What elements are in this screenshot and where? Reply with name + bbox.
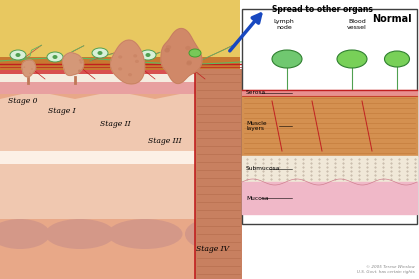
Text: Stage I: Stage I — [48, 107, 75, 115]
Text: Serosa: Serosa — [246, 90, 266, 95]
Polygon shape — [0, 151, 230, 164]
Ellipse shape — [185, 219, 235, 249]
Polygon shape — [195, 69, 242, 279]
Ellipse shape — [135, 60, 139, 63]
Polygon shape — [0, 91, 230, 219]
Ellipse shape — [140, 50, 156, 60]
Ellipse shape — [78, 70, 81, 72]
Ellipse shape — [29, 73, 31, 74]
Text: Muscle
layers: Muscle layers — [246, 121, 266, 131]
Text: Submucosa: Submucosa — [246, 167, 280, 172]
Text: Normal: Normal — [372, 14, 412, 24]
Polygon shape — [0, 57, 240, 71]
Ellipse shape — [31, 68, 33, 70]
Ellipse shape — [98, 51, 103, 55]
Ellipse shape — [92, 48, 108, 58]
Ellipse shape — [108, 219, 183, 249]
Text: Stage IV: Stage IV — [196, 245, 229, 253]
Ellipse shape — [78, 69, 81, 72]
Ellipse shape — [337, 50, 367, 68]
Polygon shape — [242, 9, 417, 224]
Polygon shape — [22, 60, 36, 77]
Ellipse shape — [16, 53, 21, 57]
Polygon shape — [0, 82, 240, 94]
Ellipse shape — [185, 46, 191, 50]
Polygon shape — [111, 40, 145, 84]
Ellipse shape — [186, 55, 191, 59]
Ellipse shape — [145, 53, 150, 57]
Ellipse shape — [164, 48, 170, 52]
Ellipse shape — [189, 49, 201, 57]
Ellipse shape — [23, 66, 25, 68]
Polygon shape — [0, 87, 240, 279]
Text: Stage II: Stage II — [100, 120, 131, 128]
Polygon shape — [161, 28, 202, 83]
Text: Stage III: Stage III — [148, 137, 181, 145]
Polygon shape — [62, 53, 84, 75]
Ellipse shape — [186, 61, 191, 66]
Ellipse shape — [47, 52, 63, 62]
Ellipse shape — [80, 61, 83, 64]
Text: Lymph
node: Lymph node — [274, 19, 295, 30]
Ellipse shape — [128, 73, 132, 76]
Ellipse shape — [186, 60, 192, 64]
Ellipse shape — [133, 54, 137, 57]
Ellipse shape — [166, 45, 171, 49]
Ellipse shape — [180, 52, 196, 62]
Text: Blood
vessel: Blood vessel — [347, 19, 367, 30]
Text: Mucosa: Mucosa — [246, 196, 269, 201]
Ellipse shape — [118, 55, 122, 59]
Ellipse shape — [164, 48, 170, 52]
Text: Spread to other organs: Spread to other organs — [272, 4, 373, 13]
Ellipse shape — [118, 67, 122, 71]
Ellipse shape — [79, 59, 82, 61]
Ellipse shape — [385, 51, 409, 67]
Ellipse shape — [52, 55, 57, 59]
Text: © 2005 Terese Winslow
U.S. Govt. has certain rights: © 2005 Terese Winslow U.S. Govt. has cer… — [357, 265, 415, 274]
Ellipse shape — [272, 50, 302, 68]
Polygon shape — [0, 74, 240, 83]
FancyArrowPatch shape — [230, 14, 261, 51]
Ellipse shape — [0, 219, 50, 249]
Polygon shape — [0, 70, 240, 75]
Polygon shape — [0, 0, 240, 59]
Text: Stage 0: Stage 0 — [8, 97, 37, 105]
Ellipse shape — [10, 50, 26, 60]
Ellipse shape — [45, 219, 115, 249]
